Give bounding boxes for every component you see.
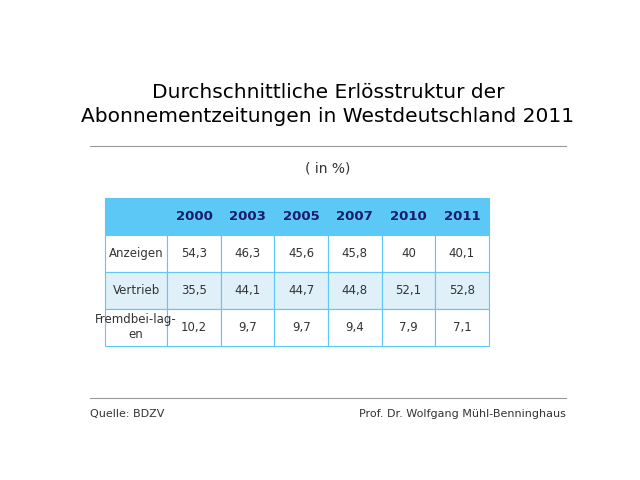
Text: 52,1: 52,1 [396,284,421,297]
FancyBboxPatch shape [167,235,221,272]
FancyBboxPatch shape [105,235,167,272]
FancyBboxPatch shape [167,198,221,235]
Text: 45,6: 45,6 [288,247,314,260]
Text: ( in %): ( in %) [305,161,351,175]
FancyBboxPatch shape [435,272,489,309]
FancyBboxPatch shape [435,309,489,346]
Text: 2011: 2011 [444,210,480,223]
FancyBboxPatch shape [381,309,435,346]
Text: Vertrieb: Vertrieb [113,284,159,297]
FancyBboxPatch shape [381,272,435,309]
FancyBboxPatch shape [328,272,381,309]
FancyBboxPatch shape [221,235,275,272]
Text: 40,1: 40,1 [449,247,475,260]
FancyBboxPatch shape [435,235,489,272]
Text: Quelle: BDZV: Quelle: BDZV [90,409,164,419]
FancyBboxPatch shape [221,198,275,235]
Text: 2005: 2005 [283,210,319,223]
FancyBboxPatch shape [328,235,381,272]
Text: 2010: 2010 [390,210,427,223]
Text: 44,1: 44,1 [234,284,260,297]
Text: Durchschnittliche Erlösstruktur der
Abonnementzeitungen in Westdeutschland 2011: Durchschnittliche Erlösstruktur der Abon… [81,84,575,126]
FancyBboxPatch shape [105,272,167,309]
FancyBboxPatch shape [275,272,328,309]
Text: 46,3: 46,3 [235,247,260,260]
Text: 52,8: 52,8 [449,284,475,297]
FancyBboxPatch shape [381,235,435,272]
FancyBboxPatch shape [105,198,167,235]
Text: 2007: 2007 [337,210,373,223]
Text: 7,1: 7,1 [452,321,471,334]
Text: 9,4: 9,4 [346,321,364,334]
Text: Anzeigen: Anzeigen [109,247,163,260]
Text: 9,7: 9,7 [238,321,257,334]
FancyBboxPatch shape [167,272,221,309]
Text: Prof. Dr. Wolfgang Mühl-Benninghaus: Prof. Dr. Wolfgang Mühl-Benninghaus [359,409,566,419]
Text: 10,2: 10,2 [181,321,207,334]
Text: 7,9: 7,9 [399,321,418,334]
FancyBboxPatch shape [381,198,435,235]
FancyBboxPatch shape [167,309,221,346]
Text: 40: 40 [401,247,416,260]
FancyBboxPatch shape [105,309,167,346]
Text: 35,5: 35,5 [181,284,207,297]
Text: 54,3: 54,3 [181,247,207,260]
Text: 2000: 2000 [175,210,212,223]
FancyBboxPatch shape [328,198,381,235]
Text: Fremdbei-lag-
en: Fremdbei-lag- en [95,313,177,341]
Text: 45,8: 45,8 [342,247,368,260]
Text: 44,7: 44,7 [288,284,314,297]
FancyBboxPatch shape [275,198,328,235]
Text: 44,8: 44,8 [342,284,368,297]
FancyBboxPatch shape [435,198,489,235]
FancyBboxPatch shape [328,309,381,346]
FancyBboxPatch shape [275,309,328,346]
FancyBboxPatch shape [275,235,328,272]
FancyBboxPatch shape [221,309,275,346]
Text: 9,7: 9,7 [292,321,310,334]
FancyBboxPatch shape [221,272,275,309]
Text: 2003: 2003 [229,210,266,223]
